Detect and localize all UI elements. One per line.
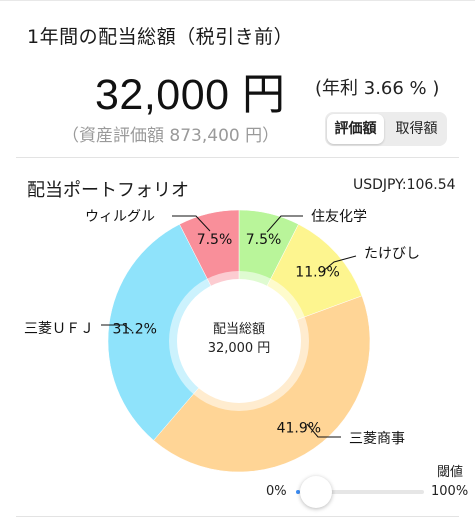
leader-line	[172, 215, 211, 232]
valuation-basis-toggle: 評価額 取得額	[325, 112, 447, 146]
threshold-slider-thumb[interactable]	[300, 476, 332, 508]
slice-percent-label: 7.5%	[246, 232, 282, 248]
leader-line	[266, 215, 303, 233]
threshold-label: 閾値	[437, 465, 464, 480]
dividend-amount: 32,000 円	[95, 71, 286, 119]
center-value: 32,000 円	[208, 341, 271, 356]
section-divider	[16, 157, 459, 158]
slice-percent-label: 41.9%	[277, 420, 321, 436]
center-label: 配当総額	[213, 322, 265, 337]
top-border	[0, 0, 475, 1]
yield-rate: (年利 3.66 % )	[315, 78, 440, 99]
leader-line	[321, 255, 357, 273]
slice-percent-label: 11.9%	[295, 264, 339, 280]
bottom-divider	[16, 516, 459, 517]
threshold-max-label: 100%	[431, 484, 469, 499]
leader-line	[101, 324, 133, 332]
toggle-option-valuation[interactable]: 評価額	[327, 114, 384, 144]
slice-name-label: 住友化学	[311, 209, 367, 225]
toggle-option-acquisition[interactable]: 取得額	[395, 121, 438, 137]
slice-percent-label: 7.5%	[197, 232, 233, 248]
asset-valuation: （資産評価額 873,400 円）	[62, 126, 280, 146]
donut-center	[177, 279, 301, 403]
slice-percent-label: 31.2%	[113, 321, 157, 337]
threshold-min-label: 0%	[266, 484, 287, 499]
portfolio-title: 配当ポートフォリオ	[27, 180, 189, 201]
threshold-slider-track[interactable]	[296, 490, 424, 494]
annual-dividend-title: 1年間の配当総額（税引き前）	[27, 26, 294, 48]
slice-name-label: 三菱ＵＦＪ	[24, 321, 94, 337]
slice-name-label: ウィルグル	[85, 209, 155, 225]
exchange-rate: USDJPY:106.54	[353, 177, 456, 193]
threshold-slider-fill	[296, 490, 300, 494]
slice-name-label: たけびし	[364, 246, 420, 262]
leader-line	[306, 423, 341, 438]
slice-name-label: 三菱商事	[349, 431, 405, 447]
